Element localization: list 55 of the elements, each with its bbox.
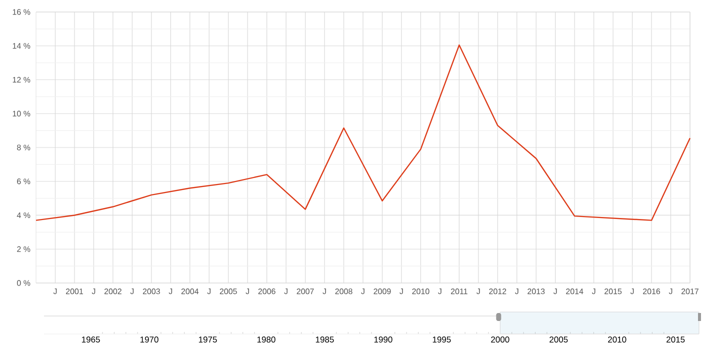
x-tick-label: 2010 [412, 288, 430, 294]
x-tick-label: 2015 [604, 288, 622, 294]
x-tick-label: 2012 [489, 288, 506, 294]
x-tick-label: J [284, 288, 288, 294]
line-series [35, 44, 691, 221]
x-tick-label: 2001 [66, 288, 83, 294]
y-tick-label: 0 % [17, 280, 30, 286]
x-tick-label: J [322, 288, 326, 294]
y-tick-label: 8 % [17, 144, 30, 150]
x-tick-label: J [476, 288, 480, 294]
x2-tick-label: 2000 [491, 336, 510, 343]
x-tick-label: 2003 [142, 288, 160, 294]
y-tick-label: 4 % [16, 212, 30, 218]
x-tick-label: J [668, 288, 672, 294]
x2-tick-label: 1970 [140, 336, 158, 343]
y-tick-label: 12 % [12, 76, 30, 83]
x-tick-label: J [53, 288, 57, 294]
y-tick-label: 16 % [12, 9, 30, 15]
x-tick-label: 2007 [296, 288, 314, 294]
x-tick-label: J [592, 288, 596, 294]
x-tick-label: J [168, 288, 172, 294]
x2-tick-label: 2010 [608, 336, 626, 343]
x2-tick-label: 1980 [257, 336, 276, 343]
x2-tick-label: 1990 [374, 336, 392, 343]
x-tick-label: J [553, 288, 557, 294]
x-tick-label: 2005 [220, 288, 237, 294]
x2-tick-label: 1975 [198, 336, 217, 343]
x-tick-label: J [92, 288, 96, 294]
y-tick-label: 2 % [17, 246, 30, 252]
x-tick-label: J [207, 288, 211, 294]
x-tick-label: J [400, 288, 403, 294]
x-tick-label: 2006 [258, 288, 276, 294]
x2-tick-label: 1985 [316, 336, 334, 343]
x2-tick-label: 1965 [82, 336, 100, 343]
x-tick-label: J [130, 288, 134, 294]
x-tick-label: 2011 [450, 288, 468, 294]
x2-tick-label: 1995 [432, 336, 451, 343]
x-tick-label: 2013 [528, 288, 545, 294]
x-tick-label: 2002 [104, 288, 122, 294]
y-tick-label: 6 % [17, 178, 30, 184]
x-tick-label: J [361, 288, 364, 294]
x2-tick-label: 2005 [550, 336, 568, 343]
x-tick-label: 2004 [181, 288, 199, 294]
x-tick-label: 2016 [643, 288, 660, 294]
x-tick-label: 2008 [335, 288, 352, 294]
x-tick-label: 2017 [682, 288, 698, 294]
x-tick-label: J [246, 288, 249, 294]
x2-tick-label: 2015 [666, 336, 685, 343]
x-tick-label: J [630, 288, 634, 294]
y-tick-label: 14 % [12, 43, 30, 49]
x-tick-label: J [515, 288, 518, 294]
x-tick-label: 2009 [374, 288, 391, 294]
y-tick-label: 10 % [12, 110, 30, 116]
x-tick-label: J [438, 288, 442, 294]
x-tick-label: 2014 [566, 288, 584, 294]
